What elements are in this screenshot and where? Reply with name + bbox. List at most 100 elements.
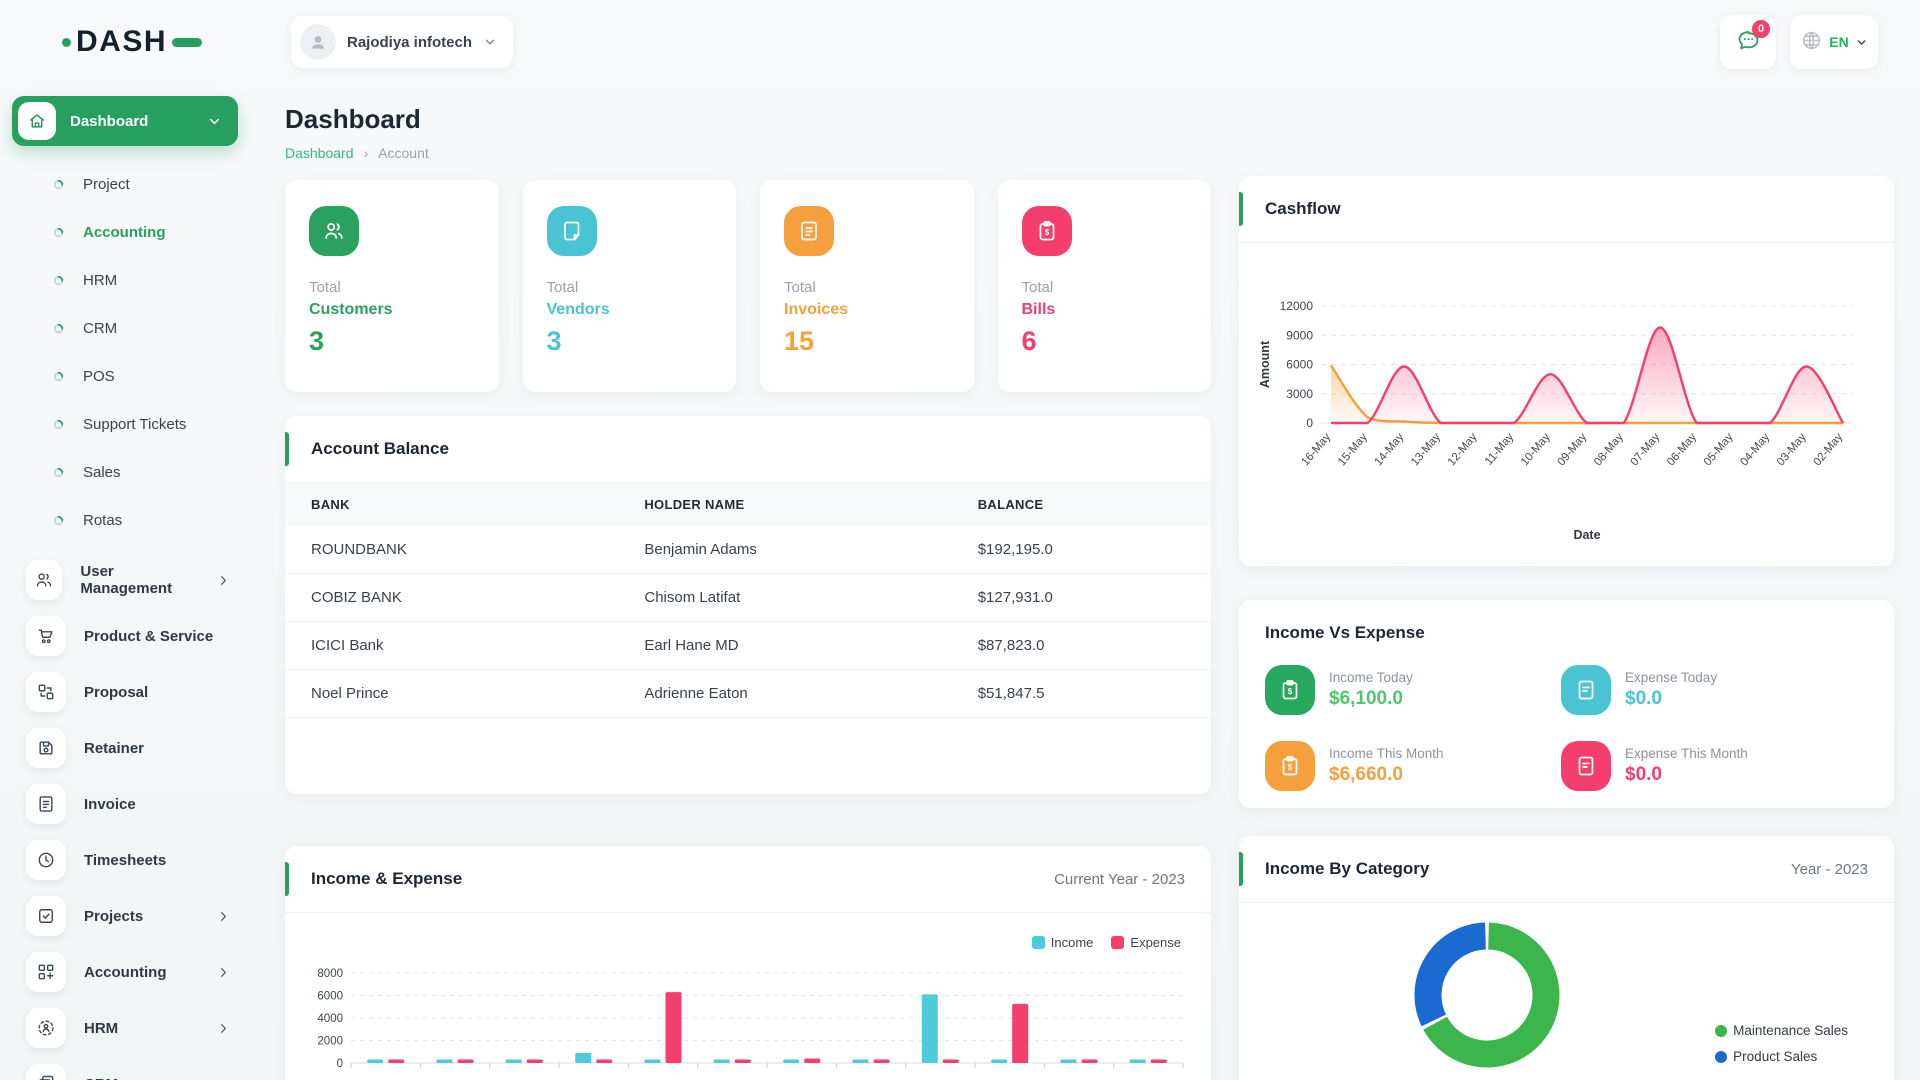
sidebar-item-label: HRM: [84, 1019, 119, 1037]
svg-text:$: $: [1288, 763, 1293, 772]
sidebar-subitem-support-tickets[interactable]: Support Tickets: [12, 400, 245, 448]
sidebar-item-label: CRM: [84, 1076, 118, 1080]
sidebar-item-invoice[interactable]: Invoice: [12, 776, 245, 832]
metric-label: Income This Month: [1329, 746, 1444, 761]
app-logo[interactable]: DASH: [62, 25, 245, 59]
sidebar-subitem-rotas[interactable]: Rotas: [12, 496, 245, 544]
sidebar-item-label: Product & Service: [84, 627, 214, 645]
language-code: EN: [1829, 34, 1849, 50]
sidebar-subitem-sales[interactable]: Sales: [12, 448, 245, 496]
sidebar-item-label: Timesheets: [84, 851, 167, 869]
bullet-icon: [53, 227, 64, 238]
stat-card-label-top: Total: [784, 279, 816, 296]
svg-text:4000: 4000: [317, 1013, 343, 1025]
sidebar-item-projects[interactable]: Projects: [12, 888, 245, 944]
page-title: Dashboard: [285, 104, 421, 134]
sidebar-subitem-label: Support Tickets: [83, 415, 187, 433]
bullet-icon: [53, 467, 64, 478]
column-header-balance: BALANCE: [951, 483, 1211, 526]
svg-text:Amount: Amount: [1258, 340, 1272, 388]
svg-text:15-May: 15-May: [1336, 431, 1370, 468]
svg-text:11-May: 11-May: [1483, 431, 1516, 468]
bullet-icon: [53, 515, 64, 526]
sidebar-item-proposal[interactable]: Proposal: [12, 664, 245, 720]
svg-text:0: 0: [337, 1058, 343, 1070]
sidebar-item-product-service[interactable]: Product & Service: [12, 608, 245, 664]
panel-title: Income Vs Expense: [1265, 623, 1425, 642]
sidebar-subitem-pos[interactable]: POS: [12, 352, 245, 400]
legend-item-maintenance-sales[interactable]: Maintenance Sales: [1715, 1023, 1848, 1038]
svg-text:6000: 6000: [1286, 358, 1313, 372]
income-by-category-panel: Income By Category Year - 2023 Maintenan…: [1239, 836, 1894, 1080]
income-by-category-chart[interactable]: [1407, 915, 1567, 1080]
logo-text: DASH: [76, 25, 168, 58]
stat-card-value: 3: [546, 326, 562, 356]
user-avatar-icon: [300, 24, 336, 60]
svg-text:05-May: 05-May: [1702, 431, 1736, 468]
window-plus-icon: [26, 1064, 66, 1080]
legend-item-income[interactable]: Income: [1031, 935, 1093, 950]
grid-plus-icon: [26, 952, 66, 992]
company-name: Rajodiya infotech: [347, 33, 473, 51]
sidebar-item-label: Accounting: [84, 963, 167, 981]
svg-text:2000: 2000: [317, 1036, 343, 1048]
svg-text:04-May: 04-May: [1738, 431, 1772, 468]
logo-accent-dash: [172, 37, 203, 47]
stat-card-value: 6: [1021, 326, 1037, 356]
sidebar-subitem-accounting[interactable]: Accounting: [12, 208, 245, 256]
clipboard-dollar-icon: $: [1265, 665, 1315, 715]
company-switcher[interactable]: Rajodiya infotech: [291, 16, 514, 68]
bullet-icon: [53, 419, 64, 430]
legend-dot: [1715, 1050, 1728, 1063]
file-icon: [1561, 741, 1611, 791]
panel-title: Account Balance: [311, 439, 449, 458]
chevron-down-icon: [1855, 36, 1868, 49]
file-edit-icon: [546, 206, 597, 256]
cashflow-chart[interactable]: 0 3000 6000 9000 12000 16-May 15-May 14-May 13-M…: [1239, 243, 1894, 554]
svg-text:03-May: 03-May: [1775, 431, 1809, 468]
sidebar-item-dashboard[interactable]: Dashboard: [12, 96, 238, 146]
sidebar-item-label: Dashboard: [70, 112, 149, 130]
language-selector[interactable]: EN: [1790, 15, 1878, 69]
table-row: ROUNDBANK Benjamin Adams $192,195.0: [285, 526, 1211, 574]
messenger-button[interactable]: 0: [1720, 15, 1776, 69]
sidebar-subitem-project[interactable]: Project: [12, 160, 245, 208]
sidebar-item-label: User Management: [80, 563, 173, 597]
bullet-icon: [53, 179, 64, 190]
metric-expense-today: Expense Today $0.0: [1561, 665, 1868, 715]
table-row: Noel Prince Adrienne Eaton $51,847.5: [285, 669, 1211, 718]
svg-text:14-May: 14-May: [1373, 431, 1407, 468]
sidebar-item-hrm[interactable]: HRM: [12, 1000, 245, 1056]
column-header-bank: BANK: [285, 483, 619, 526]
income-expense-chart[interactable]: 0 2000 4000 6000 8000: [285, 950, 1211, 1080]
svg-text:8000: 8000: [317, 968, 343, 980]
metric-expense-this-month: Expense This Month $0.0: [1561, 741, 1868, 791]
sidebar-item-crm[interactable]: CRM: [12, 1056, 245, 1080]
donut-wrap: Maintenance Sales Product Sales: [1239, 903, 1894, 1080]
stat-card-customers: Total Customers 3: [285, 180, 499, 392]
stat-card-label-top: Total: [1021, 279, 1054, 296]
sidebar-item-accounting[interactable]: Accounting: [12, 944, 245, 1000]
table-row: COBIZ BANK Chisom Latifat $127,931.0: [285, 573, 1211, 622]
legend-item-product-sales[interactable]: Product Sales: [1715, 1049, 1848, 1064]
column-header-holder-name: HOLDER NAME: [618, 483, 952, 526]
sidebar-subitem-crm[interactable]: CRM: [12, 304, 245, 352]
home-icon: [18, 102, 56, 140]
metric-value: $0.0: [1625, 764, 1662, 785]
stat-card-invoices: Total Invoices 15: [760, 180, 974, 392]
svg-text:07-May: 07-May: [1629, 431, 1663, 468]
logo-accent-dot: [62, 37, 71, 47]
metric-value: $6,660.0: [1329, 764, 1403, 785]
legend-item-expense[interactable]: Expense: [1111, 935, 1181, 950]
sidebar-item-timesheets[interactable]: Timesheets: [12, 832, 245, 888]
sidebar-item-user-management[interactable]: User Management: [12, 552, 245, 608]
svg-text:08-May: 08-May: [1592, 431, 1626, 468]
sidebar-item-retainer[interactable]: Retainer: [12, 720, 245, 776]
breadcrumb-link-dashboard[interactable]: Dashboard: [285, 145, 354, 161]
stat-card-label: Invoices: [784, 301, 849, 318]
svg-text:06-May: 06-May: [1665, 431, 1699, 468]
metric-income-this-month: $ Income This Month $6,660.0: [1265, 741, 1545, 791]
sidebar-main-menu: User Management Product & Service Proposal…: [12, 552, 245, 1080]
panel-period: Year - 2023: [1790, 860, 1868, 878]
sidebar-subitem-hrm[interactable]: HRM: [12, 256, 245, 304]
